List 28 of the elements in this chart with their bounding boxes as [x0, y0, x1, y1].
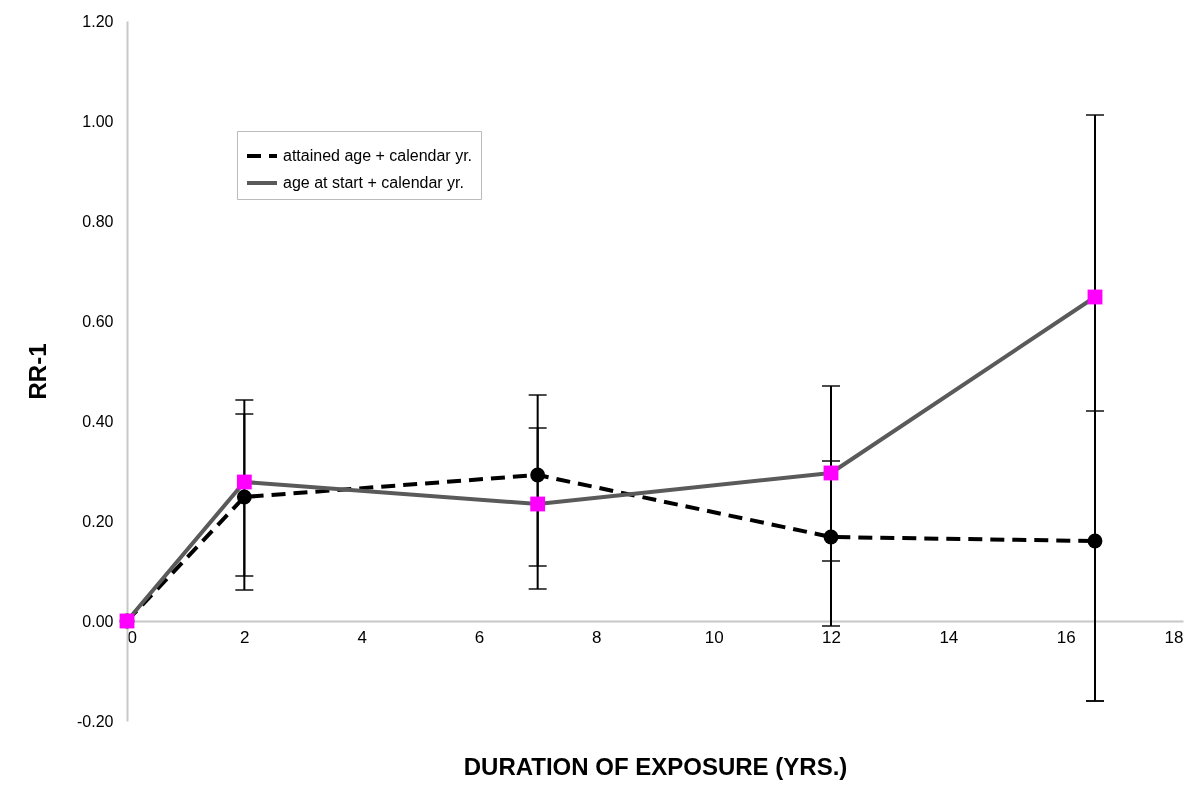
x-tick-label: 10	[704, 627, 724, 647]
x-tick-label: 6	[474, 627, 485, 647]
y-tick-label: 0.80	[82, 212, 114, 230]
point	[1087, 533, 1103, 549]
point	[530, 496, 546, 512]
x-tick-label: 8	[592, 627, 602, 647]
x-tick-label: 4	[357, 627, 367, 647]
y-tick-label: 0.60	[82, 312, 114, 330]
point	[236, 489, 252, 505]
x-tick-label: 2	[240, 627, 250, 647]
y-tick-label: 1.20	[82, 12, 114, 30]
x-axis-title: DURATION OF EXPOSURE (YRS.)	[463, 752, 848, 780]
y-axis-title: RR-1	[24, 343, 52, 400]
point	[530, 467, 546, 483]
x-tick-label: 18	[1164, 627, 1184, 647]
y-tick-label: 1.00	[82, 112, 114, 130]
x-tick-label: 12	[822, 627, 841, 647]
point	[236, 474, 252, 490]
point	[823, 529, 839, 545]
legend-label: age at start + calendar yr.	[283, 174, 464, 191]
legend-label: attained age + calendar yr.	[283, 147, 473, 164]
y-tick-label: -0.20	[77, 712, 114, 730]
x-tick-label: 16	[1056, 627, 1076, 647]
x-tick-label: 0	[127, 627, 137, 647]
x-tick-label: 14	[939, 627, 959, 647]
y-tick-label: 0.40	[82, 412, 114, 430]
y-tick-label: 0.00	[82, 612, 114, 630]
y-tick-label: 0.20	[82, 512, 114, 530]
